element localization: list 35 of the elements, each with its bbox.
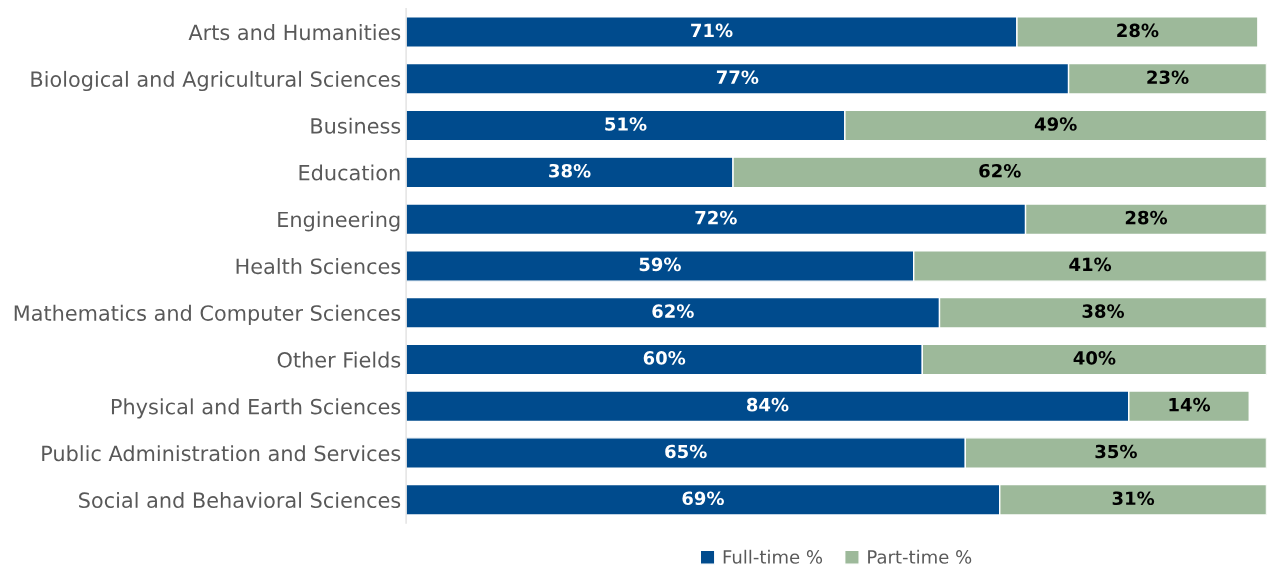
y-tick-label: Other Fields: [277, 351, 401, 368]
data-label: 65%: [665, 444, 707, 459]
data-label: 71%: [691, 23, 733, 38]
data-label: 40%: [1073, 351, 1116, 365]
data-label: 72%: [695, 210, 737, 225]
y-tick-label: Business: [311, 117, 401, 134]
legend-label: Full-time %: [723, 549, 823, 564]
data-label: 59%: [639, 257, 681, 272]
data-label: 14%: [1169, 397, 1211, 412]
data-label: 35%: [1095, 444, 1137, 459]
data-label: 23%: [1147, 70, 1189, 85]
data-label: 38%: [1082, 304, 1125, 318]
data-label: 51%: [605, 117, 647, 131]
y-tick-label: Education: [299, 164, 400, 181]
data-label: 31%: [1112, 491, 1155, 506]
y-tick-label: Social and Behavioral Sciences: [79, 491, 401, 509]
data-label: 49%: [1034, 117, 1077, 131]
y-tick-label: Physical and Earth Sciences: [111, 398, 401, 419]
data-label: 28%: [1117, 23, 1159, 38]
legend-label: Part-time %: [868, 549, 972, 564]
data-label: 77%: [716, 70, 759, 85]
data-label: 84%: [746, 397, 789, 412]
data-label: 62%: [979, 163, 1021, 178]
y-tick-label: Biological and Agricultural Sciences: [31, 70, 401, 92]
y-tick-label: Arts and Humanities: [188, 24, 401, 41]
data-label: 60%: [643, 351, 686, 365]
y-tick-label: Health Sciences: [236, 258, 401, 275]
data-label: 28%: [1125, 210, 1168, 225]
y-tick-label: Engineering: [278, 211, 400, 232]
y-tick-label: Public Administration and Services: [42, 445, 401, 462]
data-label: 69%: [682, 491, 724, 506]
data-label: 38%: [549, 163, 591, 178]
y-tick-label: Mathematics and Computer Sciences: [14, 304, 401, 325]
data-label: 41%: [1069, 257, 1112, 272]
data-label: 62%: [652, 304, 694, 318]
